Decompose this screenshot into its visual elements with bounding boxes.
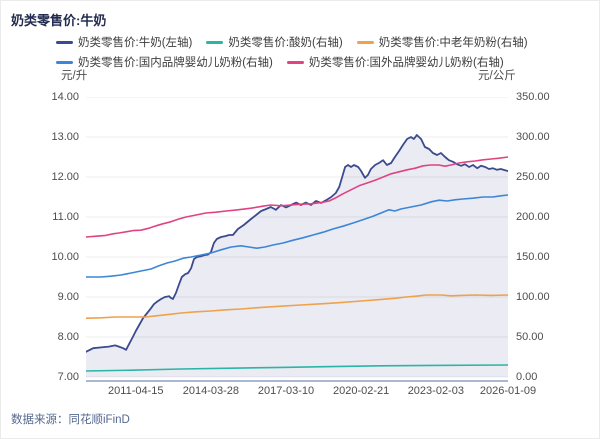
legend-item-1-1[interactable]: 奶类零售价:国外品牌婴幼儿奶粉(右轴) [286, 54, 504, 70]
x-axis-tick: 2017-03-10 [257, 385, 315, 397]
legend: 奶类零售价:牛奶(左轴) 奶类零售价:酸奶(右轴) 奶类零售价:中老年奶粉(右轴) 奶… [56, 32, 528, 72]
legend-item-1-0[interactable]: 奶类零售价:国内品牌婴幼儿奶粉(右轴) [56, 54, 273, 70]
y-axis-tick-right: 250.00 [516, 171, 550, 183]
y-axis-tick-right: 350.00 [516, 91, 550, 103]
legend-item-label: 奶类零售价:酸奶(右轴) [228, 37, 343, 49]
legend-item-label: 奶类零售价:中老年奶粉(右轴) [378, 37, 528, 49]
y-axis-tick-right: 50.00 [516, 331, 544, 343]
y-axis-tick-left: 7.00 [57, 371, 79, 383]
y-axis-tick-right: 150.00 [516, 251, 550, 263]
legend-item-label: 奶类零售价:国内品牌婴幼儿奶粉(右轴) [78, 57, 273, 69]
x-axis-tick: 2011-04-15 [108, 385, 164, 397]
x-axis-tick: 2026-01-09 [479, 385, 537, 397]
legend-item-0-0[interactable]: 奶类零售价:牛奶(左轴) [56, 34, 192, 50]
legend-item-0-1[interactable]: 奶类零售价:酸奶(右轴) [206, 34, 343, 50]
page-title: 奶类零售价:牛奶 [11, 13, 107, 28]
y-axis-tick-left: 13.00 [51, 131, 79, 143]
plot-area[interactable] [86, 97, 508, 387]
y-axis-tick-left: 8.00 [57, 331, 79, 343]
y-axis-tick-right: 300.00 [516, 131, 550, 143]
legend-line-marker [56, 40, 73, 44]
right-axis-unit: 元/公斤 [478, 70, 516, 82]
legend-line-marker [206, 40, 224, 44]
y-axis-tick-right: 200.00 [516, 211, 550, 223]
data-source: 数据来源：同花顺iFinD [11, 414, 130, 426]
legend-item-label: 奶类零售价:国外品牌婴幼儿奶粉(右轴) [308, 57, 504, 69]
legend-item-label: 奶类零售价:牛奶(左轴) [78, 37, 193, 49]
y-axis-tick-left: 10.00 [51, 251, 79, 263]
y-axis-tick-left: 11.00 [52, 211, 79, 223]
left-axis-unit: 元/升 [61, 70, 88, 82]
y-axis-tick-right: 100.00 [516, 291, 550, 303]
x-axis-tick: 2014-03-28 [182, 385, 240, 397]
legend-line-marker [356, 40, 374, 44]
x-axis-tick: 2023-02-03 [407, 385, 464, 397]
legend-item-0-2[interactable]: 奶类零售价:中老年奶粉(右轴) [356, 34, 528, 50]
legend-line-marker [56, 60, 73, 64]
x-axis-tick: 2020-02-21 [333, 385, 390, 397]
y-axis-tick-left: 12.00 [51, 171, 79, 183]
y-axis-tick-left: 14.00 [51, 91, 79, 103]
legend-line-marker [286, 60, 304, 64]
y-axis-tick-left: 9.00 [57, 291, 79, 303]
y-axis-tick-right: 0.00 [516, 371, 538, 383]
